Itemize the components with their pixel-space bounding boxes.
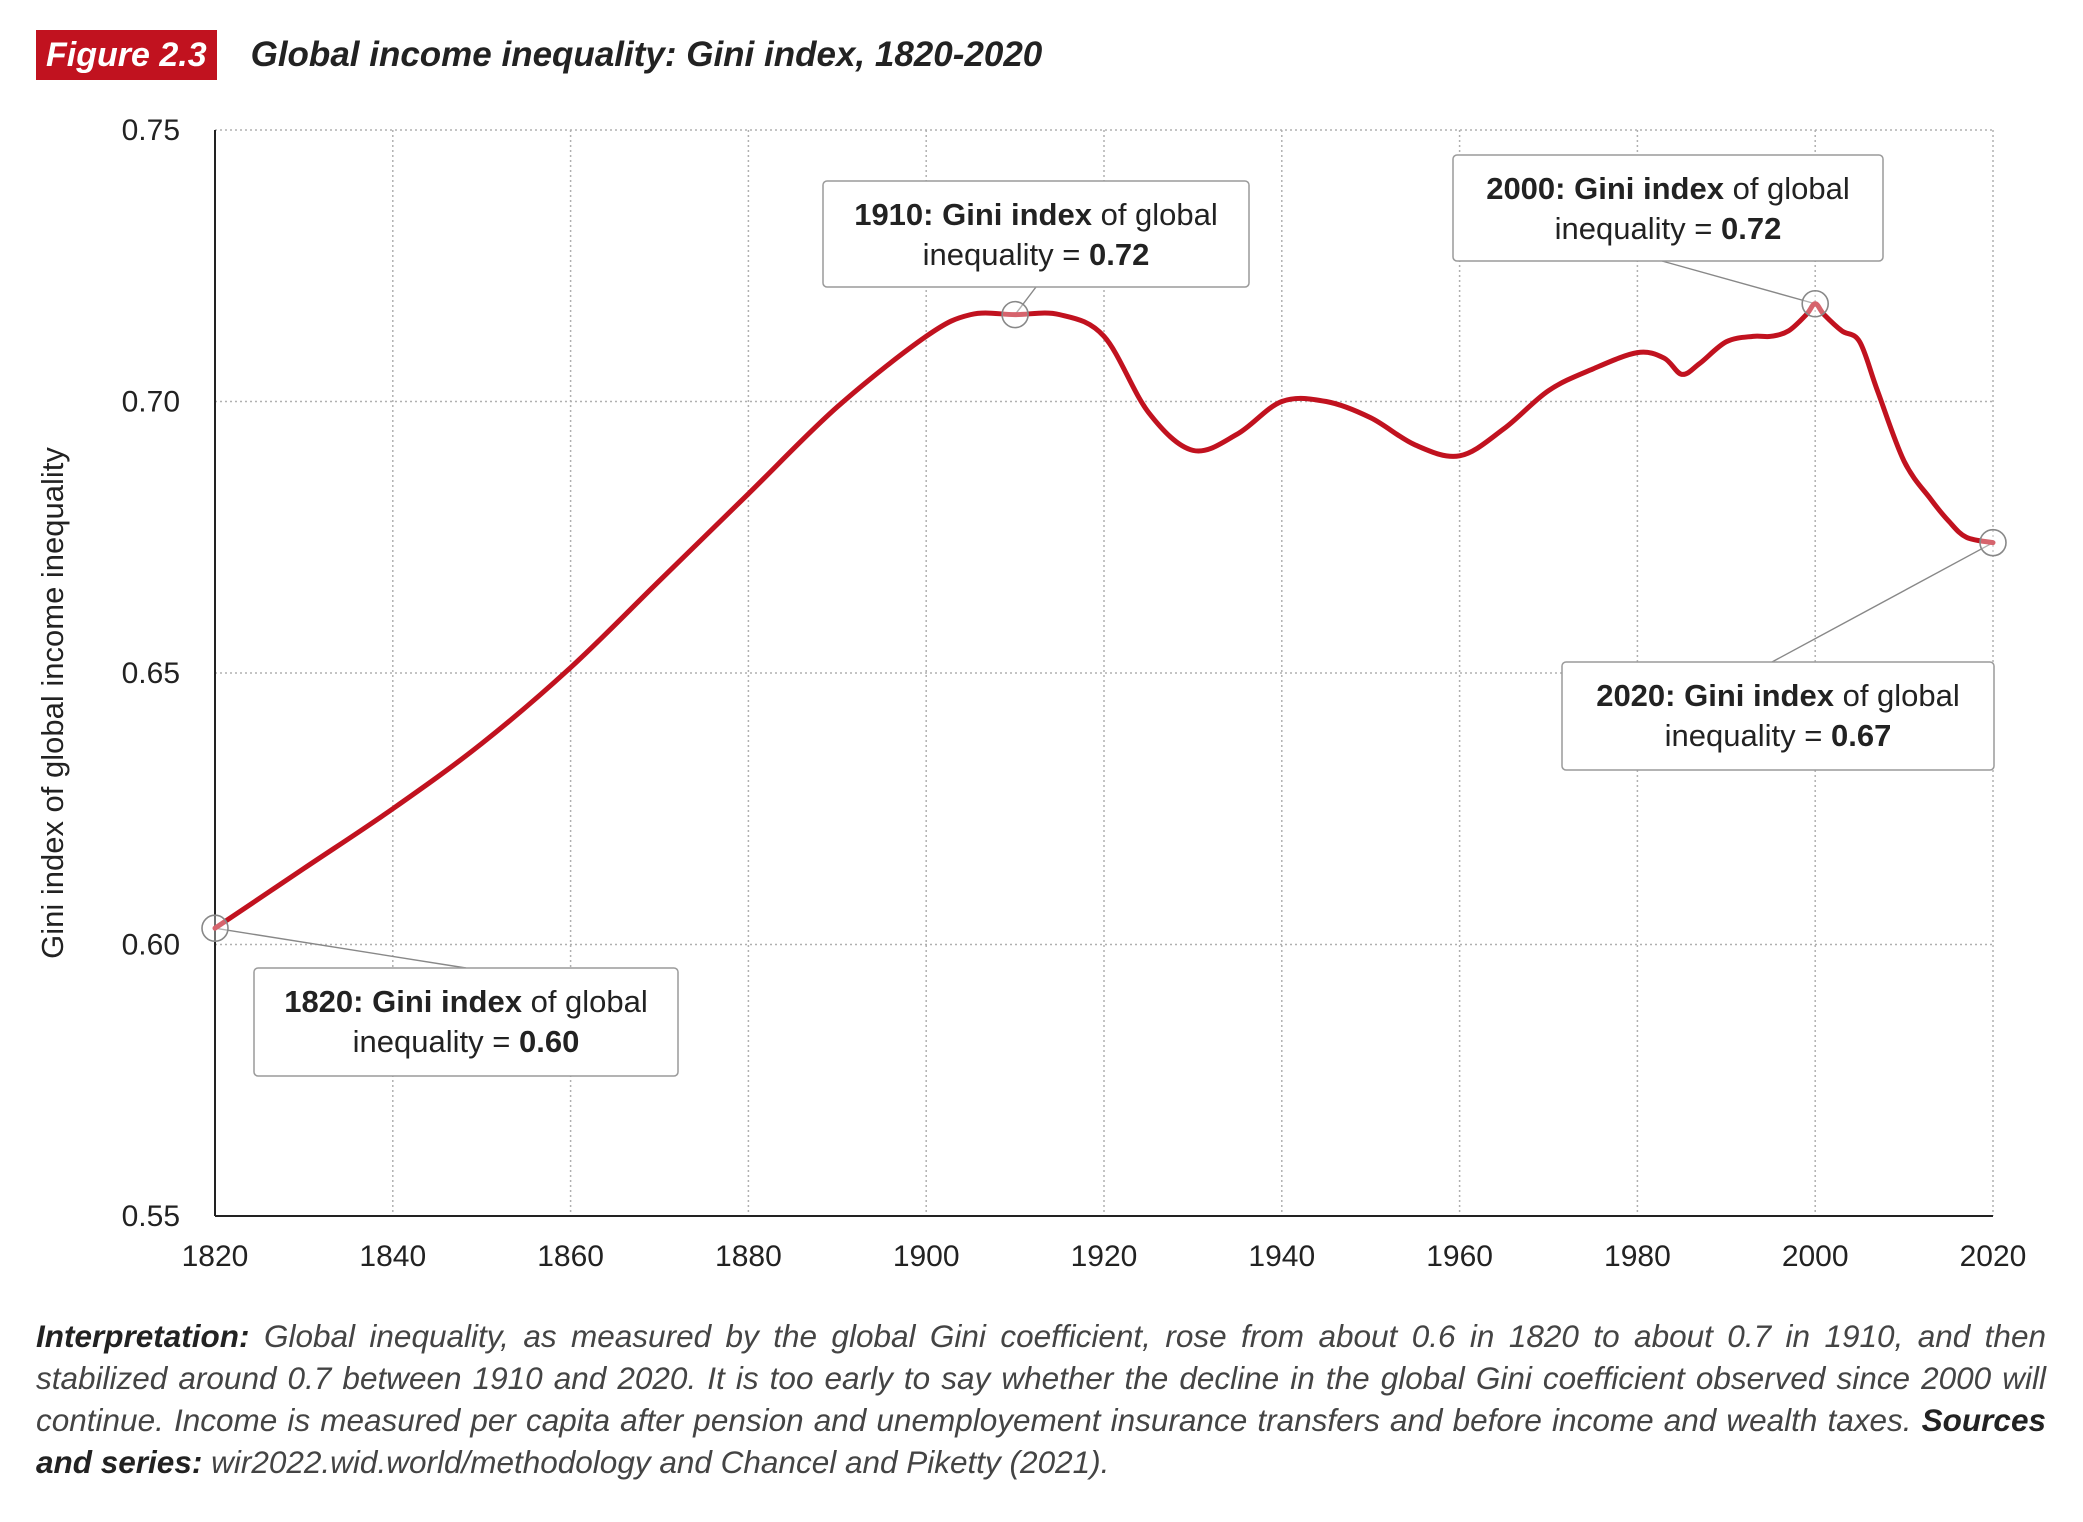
annotation-point-marker [1979, 528, 2007, 557]
annotation-leader-line [1014, 286, 1037, 316]
annotation-value: 0.72 [1721, 211, 1781, 246]
interpretation-text: Global inequality, as measured by the gl… [36, 1318, 2046, 1438]
annotation-line-1: 2000: Gini index of global [1486, 171, 1850, 206]
x-tick-label: 1840 [359, 1240, 426, 1273]
annotation-box-frame [1561, 661, 1995, 771]
gini-line-chart: 1820 1840 1860 1880 1900 1920 1940 1960 1980 2000… [35, 114, 2027, 1273]
x-tick-label: 2000 [1782, 1240, 1849, 1273]
annotation-rest: of global [1092, 197, 1218, 232]
annotation-point-marker [1801, 289, 1829, 318]
annotation-lead: 2000: Gini index [1486, 171, 1725, 206]
sources-text: wir2022.wid.world/methodology and Chance… [211, 1444, 1110, 1480]
sources-label: Sources and series: [36, 1402, 2046, 1480]
interpretation-label: Interpretation: [36, 1318, 250, 1354]
y-tick-label: 0.60 [122, 929, 180, 962]
annotation-lead: 2020: Gini index [1596, 678, 1835, 713]
annotation-line-2: inequality = 0.60 [353, 1024, 580, 1059]
figure-header: Figure 2.3 Global income inequality: Gin… [36, 30, 1042, 80]
y-axis-title: Gini index of global income inequality [35, 447, 70, 959]
annotation-line-2: inequality = 0.67 [1665, 718, 1892, 753]
figure-title: Global income inequality: Gini index, 18… [250, 35, 1043, 74]
annotation-box-frame [253, 967, 679, 1077]
annotation-leader-line [1771, 542, 1994, 663]
annotation-line-2: inequality = 0.72 [923, 237, 1150, 272]
annotation-box-frame [1452, 154, 1884, 262]
x-tick-label: 1960 [1426, 1240, 1493, 1273]
x-tick-label: 1880 [715, 1240, 782, 1273]
annotation-lead: 1910: Gini index [854, 197, 1093, 232]
y-tick-label: 0.75 [122, 114, 180, 147]
annotation-line2-text: inequality = [1555, 211, 1721, 246]
annotation-leader-line [1661, 260, 1816, 305]
x-tick-label: 1980 [1604, 1240, 1671, 1273]
y-tick-label: 0.55 [122, 1200, 180, 1233]
annotation-rest: of global [1724, 171, 1850, 206]
annotation-lead: 1820: Gini index [284, 984, 523, 1019]
annotation-line2-text: inequality = [1665, 718, 1831, 753]
annotation-line2-text: inequality = [923, 237, 1089, 272]
annotation-point-marker [201, 914, 229, 943]
figure-caption: Interpretation: Global inequality, as me… [36, 1315, 2046, 1483]
annotation-value: 0.72 [1089, 237, 1149, 272]
annotation-line-2: inequality = 0.72 [1555, 211, 1782, 246]
x-tick-label: 1940 [1248, 1240, 1315, 1273]
annotation-line-1: 1910: Gini index of global [854, 197, 1218, 232]
annotation-line-1: 2020: Gini index of global [1596, 678, 1960, 713]
x-tick-label: 2020 [1960, 1240, 2027, 1273]
y-tick-label: 0.65 [122, 657, 180, 690]
annotation-value: 0.67 [1831, 718, 1891, 753]
annotation-box-frame [822, 180, 1250, 288]
annotation-leader-line [214, 927, 467, 969]
y-tick-label: 0.70 [122, 386, 180, 419]
x-tick-label: 1900 [893, 1240, 960, 1273]
annotation-rest: of global [1834, 678, 1960, 713]
x-tick-label: 1920 [1071, 1240, 1138, 1273]
annotation-value: 0.60 [519, 1024, 579, 1059]
x-tick-label: 1820 [182, 1240, 249, 1273]
annotation-point-marker [1001, 300, 1029, 329]
gini-series-line [212, 301, 1996, 931]
annotation-line-1: 1820: Gini index of global [284, 984, 648, 1019]
annotation-line2-text: inequality = [353, 1024, 519, 1059]
figure-label: Figure 2.3 [36, 30, 217, 80]
annotation-rest: of global [522, 984, 648, 1019]
x-tick-label: 1860 [537, 1240, 604, 1273]
